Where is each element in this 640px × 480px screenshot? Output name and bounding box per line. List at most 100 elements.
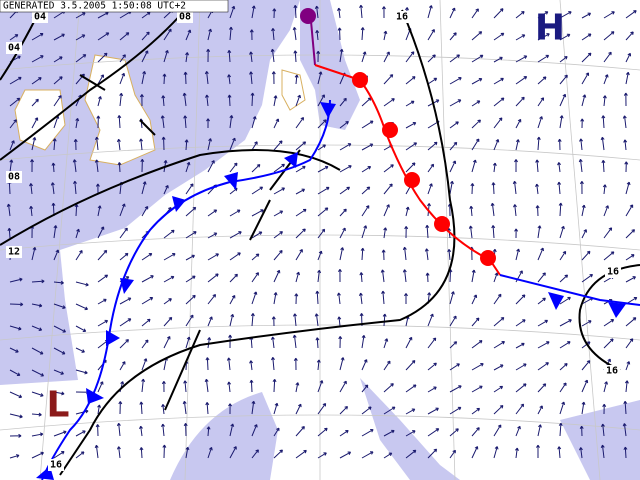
wind-arrow <box>97 52 108 63</box>
wind-arrow <box>251 209 264 217</box>
wind-arrow <box>273 231 283 239</box>
wind-arrow <box>537 319 549 327</box>
wind-arrow <box>53 391 65 396</box>
wind-arrow <box>207 209 218 217</box>
wind-arrow <box>295 141 307 151</box>
wind-arrow <box>94 444 99 459</box>
wind-arrow <box>427 29 435 41</box>
wind-arrow <box>31 33 44 41</box>
wind-arrow <box>119 72 126 85</box>
wind-arrow <box>139 425 143 437</box>
wind-arrow <box>9 140 15 151</box>
wind-arrow <box>207 273 219 283</box>
wind-arrow <box>30 159 35 173</box>
wind-arrow <box>31 247 37 261</box>
isobar-value: 16 <box>606 366 618 377</box>
wind-arrow <box>581 33 592 41</box>
wind-arrow <box>425 272 430 283</box>
wind-arrow <box>337 7 341 19</box>
wind-arrow <box>317 427 328 437</box>
wind-arrow <box>273 118 280 129</box>
wind-arrow <box>383 227 388 239</box>
wind-arrow <box>95 183 100 195</box>
wind-arrow <box>581 229 587 239</box>
wind-arrow <box>471 8 479 19</box>
wind-arrow <box>141 252 153 261</box>
wind-arrow <box>53 369 64 375</box>
wind-arrow <box>251 400 256 415</box>
wind-arrow <box>624 161 629 173</box>
wind-arrow <box>381 290 386 305</box>
wind-arrow <box>471 385 483 393</box>
wind-arrow <box>163 336 171 349</box>
wind-arrow <box>273 269 281 283</box>
wind-arrow <box>603 338 614 349</box>
wind-arrow <box>160 115 165 129</box>
wind-arrow <box>295 228 306 239</box>
wind-arrow <box>601 115 606 129</box>
wind-arrow <box>449 291 455 305</box>
wind-arrow <box>273 163 285 173</box>
wind-arrow <box>449 77 462 85</box>
wind-arrow <box>471 317 480 327</box>
wind-arrow <box>424 248 429 261</box>
wind-arrow <box>9 369 21 377</box>
isobar-label: 16 <box>604 365 620 377</box>
wind-arrow <box>361 384 369 393</box>
wind-arrow <box>75 228 80 239</box>
wind-arrow <box>361 359 368 371</box>
wind-arrow <box>317 269 322 283</box>
wind-arrow <box>295 426 305 437</box>
wind-arrow <box>405 408 416 415</box>
wind-arrow <box>512 180 517 195</box>
wind-arrow <box>53 411 67 416</box>
wind-arrow <box>271 71 276 85</box>
wind-arrow <box>559 11 572 19</box>
wind-arrow <box>116 138 121 151</box>
wind-arrow <box>490 202 495 217</box>
wind-arrow <box>185 275 196 283</box>
wind-arrow <box>603 205 609 217</box>
wind-arrow <box>405 384 417 393</box>
wind-arrow <box>141 318 151 327</box>
wind-arrow <box>339 48 344 63</box>
wind-arrow <box>75 451 85 459</box>
wind-arrow <box>336 292 341 305</box>
wind-arrow <box>339 143 352 151</box>
wind-arrow <box>29 205 34 217</box>
wind-arrow <box>229 231 242 239</box>
isobar-label-box <box>605 266 621 278</box>
wind-arrow <box>207 316 213 327</box>
wind-arrow <box>449 385 462 393</box>
wind-arrow <box>537 297 546 305</box>
wind-arrow <box>449 141 458 151</box>
wind-arrow <box>514 447 519 459</box>
wind-arrow <box>31 279 45 284</box>
wind-arrow <box>53 303 66 310</box>
wind-arrow <box>603 319 615 327</box>
wind-arrow <box>9 34 19 41</box>
wind-arrow <box>427 386 437 393</box>
wind-arrow <box>579 180 584 195</box>
wind-arrow <box>141 205 149 217</box>
wind-arrow <box>251 272 259 283</box>
wind-arrow <box>515 403 525 415</box>
wind-arrow <box>425 224 430 239</box>
wind-arrow <box>427 337 437 349</box>
wind-arrow <box>295 208 307 217</box>
wind-arrow <box>515 34 526 41</box>
wind-arrow <box>449 32 457 41</box>
wind-arrow <box>515 425 521 437</box>
wind-arrow <box>206 426 211 437</box>
wind-arrow <box>315 337 320 349</box>
wind-arrow <box>383 383 394 393</box>
wind-arrow <box>185 183 194 195</box>
wind-arrow <box>383 164 394 173</box>
wind-arrow <box>383 204 390 217</box>
wind-arrow <box>94 136 99 151</box>
wind-arrow <box>229 294 236 305</box>
wind-arrow <box>119 203 126 217</box>
wind-arrow <box>581 12 592 19</box>
wind-arrow <box>270 48 275 63</box>
wind-arrow <box>405 121 417 129</box>
